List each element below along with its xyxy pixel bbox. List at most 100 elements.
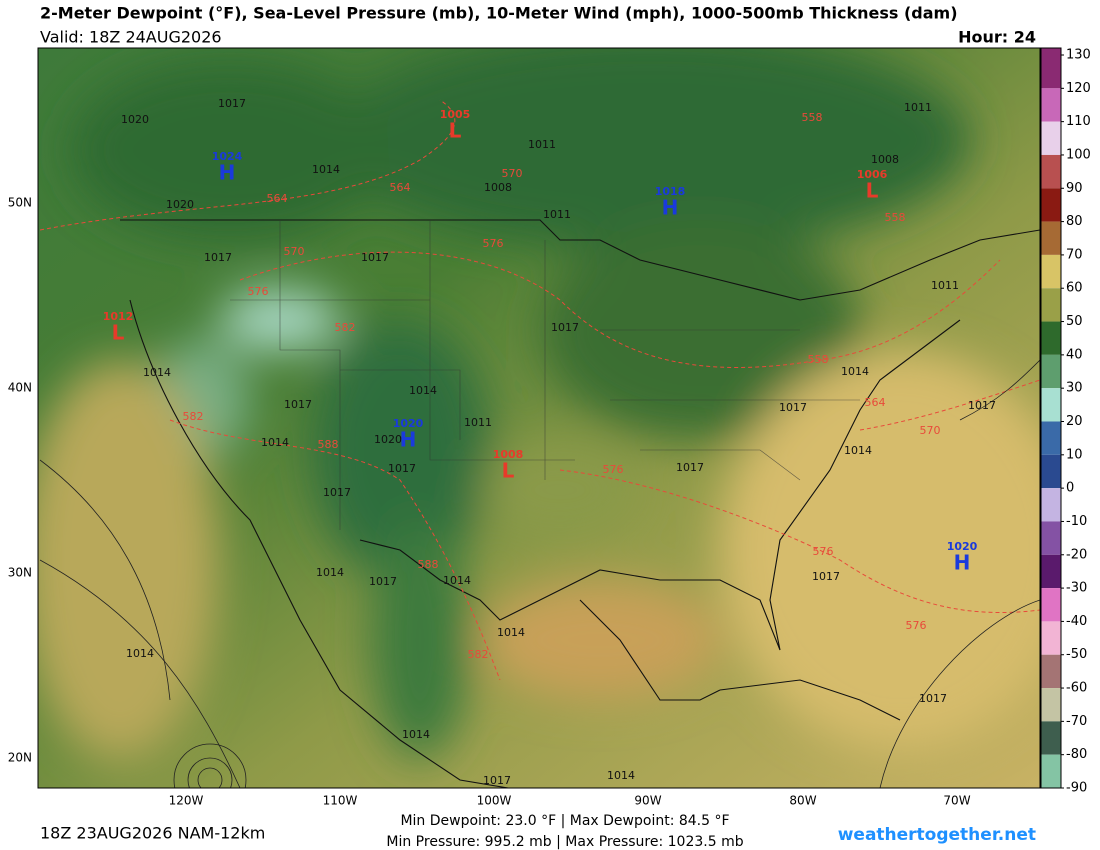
pressure-center-value: 1005: [440, 108, 471, 121]
longitude-label: 110W: [323, 794, 358, 808]
isobar-label: 1017: [284, 398, 312, 411]
isobar-label: 1017: [361, 251, 389, 264]
isobar-label: 1011: [464, 416, 492, 429]
isobar-label: 1014: [844, 444, 872, 457]
pressure-center-value: 1018: [655, 185, 686, 198]
colorbar-segment: [1041, 521, 1061, 555]
isobar-label: 1014: [316, 566, 344, 579]
thickness-label: 576: [603, 463, 624, 476]
isobar-label: 1014: [143, 366, 171, 379]
colorbar-segment: [1041, 254, 1061, 289]
colorbar-tick-label: -20: [1066, 547, 1087, 562]
colorbar-tick-label: -10: [1066, 514, 1087, 529]
thickness-label: 564: [390, 181, 411, 194]
isobar-label: 1017: [323, 486, 351, 499]
colorbar-tick-label: 80: [1066, 214, 1083, 229]
thickness-label: 564: [865, 396, 886, 409]
thickness-label: 576: [906, 619, 927, 632]
pressure-center-letter: H: [219, 161, 236, 185]
colorbar-segment: [1041, 48, 1061, 89]
pressure-center-value: 1012: [103, 310, 134, 323]
isobar-label: 1017: [919, 692, 947, 705]
colorbar-segment: [1041, 154, 1061, 189]
colorbar-segment: [1041, 321, 1061, 355]
isobar-label: 1011: [904, 101, 932, 114]
pressure-center-letter: L: [502, 459, 515, 483]
thickness-label: 558: [885, 211, 906, 224]
longitude-label: 100W: [477, 794, 512, 808]
thickness-label: 558: [808, 353, 829, 366]
colorbar-segment: [1041, 354, 1061, 389]
isobar-label: 1017: [551, 321, 579, 334]
isobar-label: 1011: [528, 138, 556, 151]
colorbar-tick-label: 130: [1066, 48, 1091, 63]
isobar-label: 1020: [121, 113, 149, 126]
colorbar-tick-label: 120: [1066, 81, 1091, 96]
colorbar-tick-label: 110: [1066, 114, 1091, 129]
pressure-center-letter: H: [662, 196, 679, 220]
map-field: [38, 48, 1040, 788]
colorbar-segment: [1041, 754, 1061, 788]
isobar-label: 1017: [968, 399, 996, 412]
longitude-label: 80W: [789, 794, 816, 808]
colorbar-segment: [1041, 188, 1061, 222]
thickness-label: 576: [248, 285, 269, 298]
isobar-label: 1014: [607, 769, 635, 782]
colorbar-tick-label: 70: [1066, 247, 1083, 262]
isobar-label: 1020: [374, 433, 402, 446]
thickness-label: 588: [418, 558, 439, 571]
thickness-label: 570: [284, 245, 305, 258]
forecast-hour: Hour: 24: [958, 28, 1036, 47]
colorbar-tick-label: -30: [1066, 581, 1087, 596]
colorbar-segment: [1041, 654, 1061, 689]
colorbar-tick-label: -50: [1066, 647, 1087, 662]
pressure-center-value: 1008: [493, 448, 524, 461]
isobar-label: 1008: [871, 153, 899, 166]
isobar-label: 1017: [483, 774, 511, 787]
colorbar-tick-label: 100: [1066, 147, 1091, 162]
colorbar-frame: [1040, 47, 1062, 789]
colorbar-segment: [1041, 588, 1061, 622]
valid-time: Valid: 18Z 24AUG2026: [40, 28, 222, 47]
colorbar-tick-label: -70: [1066, 714, 1087, 729]
pressure-center-letter: L: [866, 179, 879, 203]
pressure-center-value: 1020: [393, 417, 424, 430]
colorbar-tick-label: 10: [1066, 447, 1083, 462]
thickness-label: 564: [267, 192, 288, 205]
site-name[interactable]: weathertogether.net: [838, 825, 1036, 845]
latitude-label: 20N: [8, 751, 32, 765]
thickness-label: 576: [483, 237, 504, 250]
colorbar-tick-label: 20: [1066, 414, 1083, 429]
colorbar-segment: [1041, 488, 1061, 522]
colorbar-tick-label: -40: [1066, 614, 1087, 629]
longitude-label: 120W: [169, 794, 204, 808]
thickness-label: 570: [502, 167, 523, 180]
colorbar-segment: [1041, 388, 1061, 422]
isobar-label: 1014: [841, 365, 869, 378]
isobar-label: 1014: [443, 574, 471, 587]
longitude-label: 90W: [634, 794, 661, 808]
colorbar-tick-label: 60: [1066, 281, 1083, 296]
stats-pressure: Min Pressure: 995.2 mb | Max Pressure: 1…: [386, 834, 743, 850]
thickness-label: 558: [802, 111, 823, 124]
thickness-label: 582: [183, 410, 204, 423]
thickness-label: 582: [335, 321, 356, 334]
thickness-label: 570: [920, 424, 941, 437]
map-frame: [37, 47, 1041, 789]
isobar-label: 1014: [261, 436, 289, 449]
colorbar-segment: [1041, 88, 1061, 122]
pressure-center-value: 1006: [857, 168, 888, 181]
colorbar-tick-label: -80: [1066, 747, 1087, 762]
isobar-label: 1017: [369, 575, 397, 588]
colorbar-segment: [1041, 221, 1061, 255]
isobar-label: 1020: [166, 198, 194, 211]
colorbar-segment: [1041, 688, 1061, 722]
colorbar-segment: [1041, 454, 1061, 489]
latitude-label: 30N: [8, 566, 32, 580]
isobar-label: 1014: [312, 163, 340, 176]
isobar-label: 1014: [126, 647, 154, 660]
colorbar-segment: [1041, 121, 1061, 155]
stats-dewpoint: Min Dewpoint: 23.0 °F | Max Dewpoint: 84…: [400, 813, 729, 829]
pressure-center-value: 1020: [947, 540, 978, 553]
